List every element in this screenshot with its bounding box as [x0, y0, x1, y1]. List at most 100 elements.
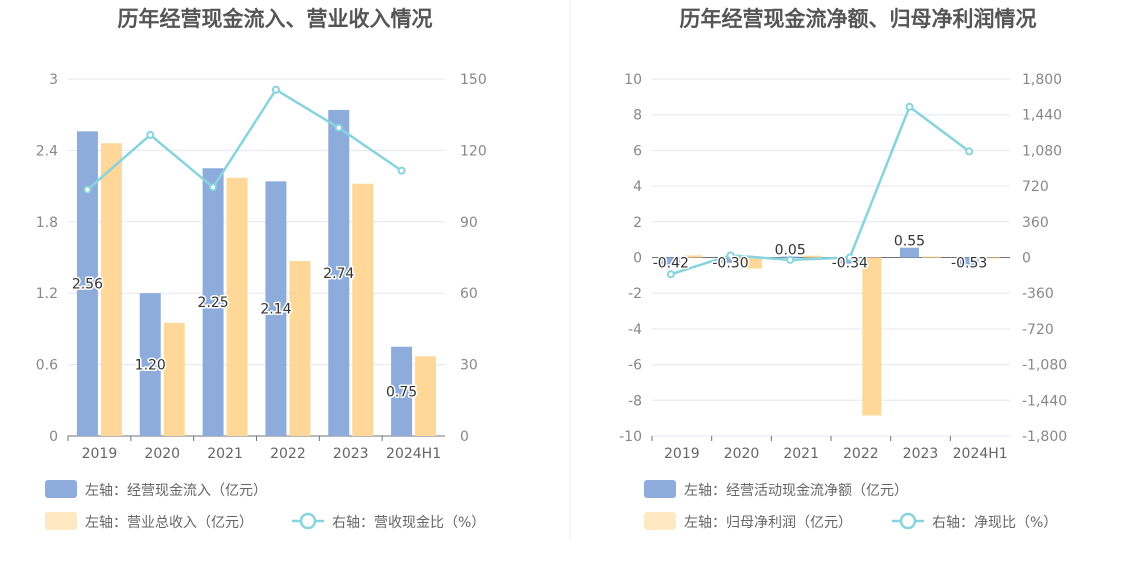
- chart1-bar-s1-2019: [76, 131, 98, 437]
- chart1-line-point-2023: [334, 123, 343, 132]
- chart1-line-point-2022: [271, 85, 280, 94]
- chart2-left-tick-label: -8: [628, 393, 642, 409]
- chart1-legend-label: 右轴：营收现金比（%）: [332, 515, 485, 531]
- chart2-bar-s2-2020: [743, 257, 762, 269]
- chart1-left-tick-label: 1.2: [36, 286, 58, 302]
- chart1-bar-s2-2020: [163, 322, 185, 436]
- chart1-right-tick-label: 30: [460, 358, 478, 374]
- chart2-left-tick-label: 4: [633, 179, 642, 195]
- chart2-left-tick-label: -2: [628, 286, 642, 302]
- chart1-line-point-2024H1: [397, 166, 406, 175]
- chart2-left-tick-label: 10: [624, 72, 642, 88]
- chart1-data-label: 2.56: [72, 277, 103, 293]
- chart2-data-label: -0.53: [951, 256, 987, 272]
- chart2-x-tick-label: 2019: [664, 446, 700, 462]
- chart2-data-label: -0.34: [832, 256, 868, 272]
- chart2-line-series: [670, 104, 970, 276]
- chart1-left-tick-label: 1.8: [36, 215, 58, 231]
- chart2-bar-s2-2024H1: [981, 257, 1001, 259]
- chart2-bar-s1-2023: [900, 247, 919, 258]
- chart1-bar-s2-2024H1: [415, 356, 437, 436]
- chart2-line-point-2023: [905, 102, 914, 111]
- chart2-left-tick-label: 6: [633, 143, 642, 159]
- chart2-bar-s1-2019: [661, 257, 681, 265]
- chart1-bar-s1-2023: [328, 109, 350, 436]
- chart2-bar-s2-2023: [922, 256, 941, 258]
- chart1-title: 历年经营现金流入、营业收入情况: [118, 7, 433, 31]
- chart2-data-label: 0.55: [894, 234, 925, 250]
- chart1-x-tick-label: 2023: [333, 446, 369, 462]
- chart2-data-label: -0.30: [712, 256, 748, 272]
- chart2-legend-swatch: [644, 480, 676, 498]
- chart2-legend-swatch: [644, 512, 676, 530]
- chart1-bar-s1-2020: [139, 293, 161, 436]
- chart1-bar-s1-2022: [265, 181, 287, 436]
- chart2-left-tick-label: 8: [633, 108, 642, 124]
- chart1-line-series: [86, 88, 403, 191]
- chart1-right-tick-label: 0: [460, 429, 469, 445]
- chart1-line-point-2021: [209, 183, 218, 192]
- chart2-bar-s2-2019: [683, 255, 703, 258]
- chart2-right-tick-label: 360: [1022, 215, 1049, 231]
- chart2-x-tick-label: 2024H1: [953, 446, 1008, 462]
- chart1-left-tick-label: 2.4: [36, 143, 58, 159]
- chart1-legend-swatch: [45, 480, 77, 498]
- chart1-data-label: 2.74: [323, 266, 354, 282]
- chart2-right-tick-label: 1,800: [1022, 72, 1062, 88]
- chart2-line-point-2021: [786, 255, 795, 264]
- chart1-x-tick-label: 2024H1: [386, 446, 441, 462]
- chart1-data-label: 2.14: [260, 302, 291, 318]
- chart2-x-tick-label: 2021: [783, 446, 819, 462]
- chart2-x-tick-label: 2022: [843, 446, 879, 462]
- chart1-bar-s2-2023: [352, 183, 374, 436]
- chart2-right-tick-label: -360: [1022, 286, 1054, 302]
- chart2-legend-label: 左轴：经营活动现金流净额（亿元）: [684, 483, 908, 499]
- chart2-right-tick-label: 720: [1022, 179, 1049, 195]
- chart2-right-tick-label: -720: [1022, 322, 1054, 338]
- chart1-left-tick-label: 0: [49, 429, 58, 445]
- chart1-data-label: 0.75: [386, 384, 417, 400]
- chart2-title: 历年经营现金流净额、归母净利润情况: [680, 7, 1037, 31]
- chart2-line-point-2024H1: [965, 147, 974, 156]
- chart2-bar-s2-2022: [862, 257, 882, 416]
- chart1-bar-s2-2019: [100, 143, 122, 436]
- chart1-data-label: 2.25: [197, 295, 228, 311]
- chart2-left-tick-label: -6: [628, 358, 642, 374]
- chart2-left-tick-label: -10: [619, 429, 642, 445]
- chart2-x-tick-label: 2020: [724, 446, 760, 462]
- chart1-right-tick-label: 60: [460, 286, 478, 302]
- chart2-bar-s1-2020: [721, 257, 740, 263]
- chart1-x-tick-label: 2022: [270, 446, 306, 462]
- chart2-left-tick-label: 0: [633, 251, 642, 267]
- chart2-data-label: 0.05: [775, 243, 806, 259]
- chart1-left-tick-label: 3: [49, 72, 58, 88]
- chart1-x-tick-label: 2019: [82, 446, 118, 462]
- chart2-left-tick-label: -4: [628, 322, 642, 338]
- chart2-data-label: -0.42: [653, 256, 689, 272]
- chart1-legend-label: 左轴：经营现金流入（亿元）: [85, 483, 267, 499]
- chart2-right-tick-label: -1,440: [1022, 393, 1067, 409]
- chart1-x-tick-label: 2020: [144, 446, 180, 462]
- chart2-right-tick-label: -1,080: [1022, 358, 1067, 374]
- chart2-line-point-2020: [726, 251, 735, 260]
- chart1-line-point-2020: [146, 130, 155, 139]
- chart1-legend-label: 左轴：营业总收入（亿元）: [85, 515, 253, 531]
- chart2-bar-s2-2021: [802, 255, 822, 258]
- chart2-x-tick-label: 2023: [903, 446, 939, 462]
- chart2-right-tick-label: 1,080: [1022, 143, 1062, 159]
- chart1-bar-s2-2022: [289, 261, 311, 436]
- chart1-line-point-2019: [83, 185, 92, 194]
- chart2-right-tick-label: 1,440: [1022, 108, 1062, 124]
- chart1-bar-s2-2021: [226, 177, 248, 436]
- chart2-right-tick-label: 0: [1022, 251, 1031, 267]
- chart2-bar-s1-2024H1: [959, 257, 979, 267]
- chart1-bar-s1-2021: [202, 168, 224, 436]
- chart1-right-tick-label: 90: [460, 215, 478, 231]
- chart2-legend-label: 左轴：归母净利润（亿元）: [684, 514, 852, 531]
- chart2-right-tick-label: -1,800: [1022, 429, 1067, 445]
- chart2-legend-marker: [899, 512, 917, 530]
- chart2-line-point-2022: [845, 253, 854, 262]
- chart1-data-label: 1.20: [135, 358, 166, 374]
